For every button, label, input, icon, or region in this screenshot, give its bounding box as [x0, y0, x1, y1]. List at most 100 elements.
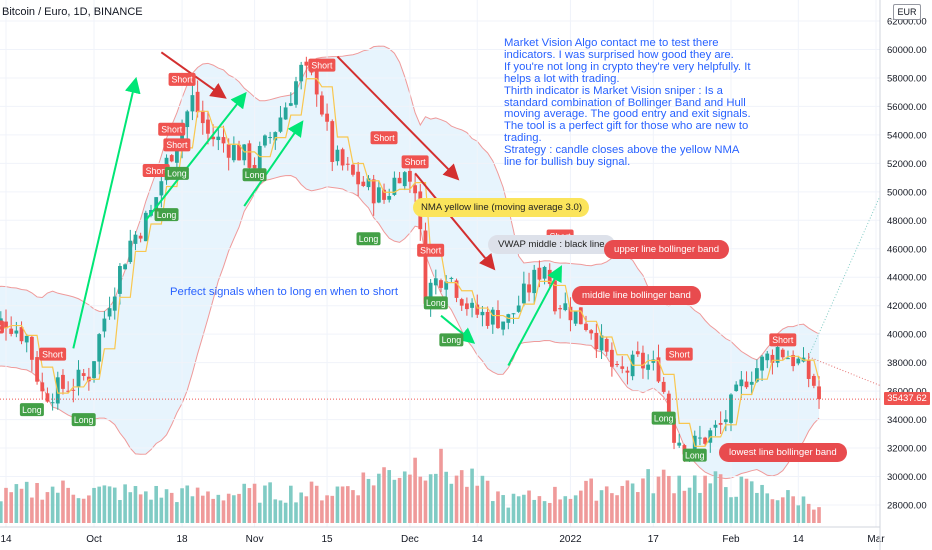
- volume-bar: [330, 495, 335, 523]
- volume-bar: [439, 448, 443, 523]
- candle-body: [66, 390, 71, 392]
- candle-body: [128, 240, 133, 263]
- signal-label: Long: [157, 210, 177, 220]
- volume-bar: [221, 500, 226, 523]
- candle-body: [185, 111, 190, 128]
- candle-body: [594, 332, 599, 350]
- signal-label: Short: [420, 245, 442, 255]
- candle-body: [796, 358, 801, 364]
- candle-body: [692, 435, 697, 450]
- candle-body: [97, 334, 102, 362]
- candle-body: [635, 351, 640, 355]
- volume-bar: [387, 470, 392, 523]
- volume-bar: [682, 490, 687, 523]
- x-tick-label: 15: [322, 534, 334, 545]
- long-signal-tag: [439, 333, 464, 347]
- long-signal-tag: [651, 411, 676, 425]
- signal-label: Short: [374, 133, 396, 143]
- long-signal-tag: [19, 403, 44, 417]
- volume-bar: [366, 478, 371, 523]
- candle-body: [169, 155, 174, 162]
- volume-bar: [641, 478, 645, 523]
- candle-body: [760, 356, 764, 371]
- candle-body: [527, 284, 531, 293]
- y-tick-label: 32000.00: [887, 444, 927, 455]
- trend-arrow: [507, 265, 562, 366]
- last-price-tag: 35437.62: [884, 392, 930, 405]
- volume-bar: [635, 492, 640, 523]
- y-tick-label: 34000.00: [887, 415, 927, 426]
- candle-body: [252, 164, 257, 169]
- candle-body: [485, 311, 490, 326]
- x-tick-label: Nov: [246, 534, 264, 545]
- volume-bar: [242, 483, 247, 523]
- trend-arrow: [414, 172, 496, 271]
- candle-body: [641, 352, 645, 369]
- volume-bar: [133, 486, 138, 523]
- candle-body: [729, 394, 733, 423]
- x-tick-label: 14: [793, 534, 805, 545]
- volume-bar: [744, 478, 749, 523]
- candle-body: [537, 267, 542, 280]
- long-signal-tag: [242, 168, 267, 182]
- volume-bar: [232, 495, 236, 523]
- volume-bar: [377, 473, 381, 523]
- volume-bar: [677, 475, 682, 523]
- short-signal-tag: [370, 131, 398, 145]
- candle-body: [620, 366, 625, 369]
- candle-body: [361, 181, 366, 186]
- y-tick-label: 50000.00: [887, 187, 927, 198]
- candle-body: [625, 370, 630, 373]
- volume-bar: [66, 487, 70, 523]
- candle-body: [573, 310, 578, 324]
- volume-bar: [734, 496, 738, 523]
- candle-body: [480, 311, 485, 316]
- y-tick-label: 44000.00: [887, 273, 927, 284]
- y-tick-label: 60000.00: [887, 45, 927, 56]
- volume-bar: [589, 478, 593, 523]
- volume-bar: [102, 485, 107, 523]
- volume-bar: [475, 485, 480, 523]
- currency-badge[interactable]: EUR: [893, 4, 921, 20]
- volume-bar: [345, 486, 350, 523]
- volume-bar: [216, 494, 221, 523]
- candle-body: [24, 335, 29, 343]
- candle-body: [143, 212, 148, 242]
- candle-body: [107, 308, 112, 317]
- signal-label: Long: [359, 234, 379, 244]
- volume-bar: [522, 494, 526, 523]
- candle-body: [190, 95, 195, 112]
- volume-bar: [739, 476, 744, 523]
- candle-body: [237, 144, 241, 161]
- volume-bar: [780, 497, 785, 523]
- candle-body: [780, 349, 785, 358]
- volume-bar: [19, 488, 24, 523]
- candle-body: [159, 181, 164, 196]
- candle-body: [61, 374, 65, 389]
- candle-body: [599, 335, 604, 351]
- candle-body: [677, 442, 682, 446]
- candle-body: [609, 349, 614, 367]
- volume-bar: [304, 496, 309, 523]
- nma-yellow-line: [0, 78, 820, 447]
- signal-label: Short: [772, 335, 794, 345]
- candle-body: [428, 282, 433, 305]
- volume-bar: [573, 495, 578, 523]
- candle-body: [35, 357, 39, 382]
- volume-bar: [314, 485, 319, 523]
- signal-label: Short: [166, 140, 188, 150]
- annotation-main: Market Vision Algo contact me to test th…: [504, 37, 751, 169]
- volume-bar: [496, 491, 500, 523]
- volume-bar: [45, 492, 50, 523]
- projection-red-line: [808, 356, 881, 386]
- bollinger-band-fill: [0, 46, 820, 479]
- volume-bar: [14, 484, 19, 523]
- volume-bar: [418, 476, 423, 523]
- candle-body: [615, 363, 619, 365]
- candle-body: [278, 117, 283, 132]
- candle-body: [92, 361, 96, 379]
- volume-bar: [76, 498, 81, 523]
- volume-bar: [190, 496, 195, 523]
